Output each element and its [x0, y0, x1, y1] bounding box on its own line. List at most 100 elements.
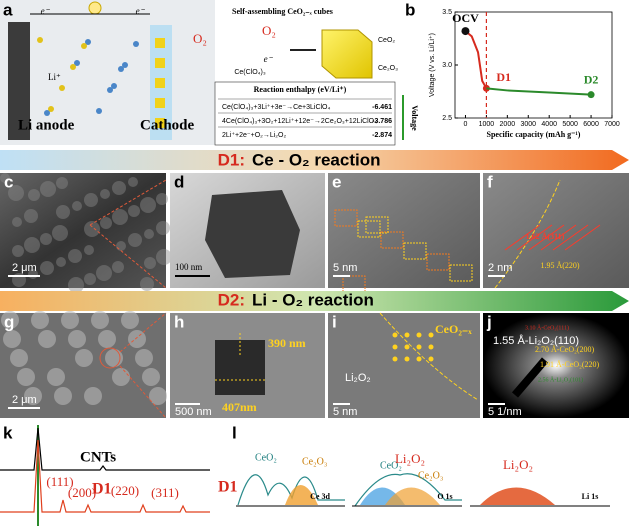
grain [112, 181, 126, 195]
image-panel [483, 313, 629, 418]
cube-icon [155, 78, 165, 88]
grain [8, 185, 24, 201]
label: O₂ [193, 31, 207, 46]
label: 390 nm [268, 336, 306, 350]
ion [81, 43, 87, 49]
grain [128, 177, 138, 187]
ion [37, 37, 43, 43]
beam-stop [511, 357, 549, 398]
label: 0 [464, 121, 468, 128]
grain [116, 241, 126, 251]
label: (220) [111, 483, 139, 498]
particle [61, 311, 79, 329]
label: 1.55 Å-Li₂O₂(110) [493, 334, 579, 347]
grain [156, 221, 170, 235]
atom [404, 344, 410, 350]
ion [133, 41, 139, 47]
label: CeO₂ [378, 37, 395, 44]
label: 2Li⁺+2e⁻+O₂→Li₂O₂ [222, 132, 286, 139]
particle [31, 311, 49, 329]
particle [24, 387, 42, 405]
fringe [540, 224, 577, 251]
label: Specific capacity (mAh g⁻¹) [487, 130, 581, 139]
grain [84, 273, 96, 285]
li-anode [8, 22, 30, 140]
grain [24, 209, 38, 223]
label: 1.91 Å-CeO₂(220) [540, 360, 600, 369]
particle [17, 368, 35, 386]
cube-icon [155, 98, 165, 108]
label: Li₂O₂ [345, 372, 371, 384]
label: (200) [68, 485, 96, 500]
label: i [332, 312, 337, 331]
lattice-box [403, 242, 427, 260]
fringe [564, 224, 601, 251]
ion [107, 87, 113, 93]
label: 1000 [479, 121, 495, 128]
fringe [552, 224, 589, 251]
plot-frame [454, 11, 613, 119]
grain [140, 277, 154, 291]
zoom-line [89, 179, 167, 289]
grain [100, 189, 110, 199]
grain [68, 249, 82, 263]
grain [28, 189, 40, 201]
particle [149, 387, 167, 405]
lattice-box [334, 209, 358, 227]
label: a [3, 0, 13, 19]
grain [112, 261, 124, 273]
particle [135, 349, 153, 367]
image-panel [0, 173, 166, 288]
label: Ce 3d [310, 492, 330, 501]
label: Self-assembling CeO₂₋ₓ cubes [232, 7, 333, 16]
label: CNTs [80, 449, 116, 465]
cube-icon [155, 38, 165, 48]
particle [142, 368, 160, 386]
label: 100 nm [175, 262, 202, 272]
label: e⁻ [264, 54, 274, 64]
label: O₂ [262, 23, 276, 38]
particle [10, 349, 28, 367]
lattice-box [365, 216, 389, 234]
label: CeO₂ [380, 460, 402, 471]
grain [52, 225, 68, 241]
label: Voltage [410, 105, 419, 131]
label: D1 [496, 70, 511, 84]
label: 6000 [583, 121, 599, 128]
label: Reaction enthalpy (eV/Li⁺) [254, 85, 347, 94]
banner-d1 [0, 150, 629, 170]
particle [91, 311, 109, 329]
lattice-box [380, 231, 404, 249]
label: 5 1/nm [488, 406, 522, 418]
atom [416, 344, 422, 350]
grain [40, 233, 52, 245]
label: D1: [218, 150, 245, 169]
lattice-box [449, 264, 473, 282]
grain [144, 257, 156, 269]
label: 3.0 [442, 62, 452, 69]
grain [100, 217, 112, 229]
xrd-cnt [0, 427, 210, 471]
label: d [174, 172, 184, 191]
fit-peak [385, 487, 440, 505]
start-point [461, 27, 470, 36]
atom [404, 356, 410, 362]
grain [40, 181, 56, 197]
label: 4000 [541, 121, 557, 128]
label: Li anode [18, 117, 75, 133]
label: D1 [218, 479, 238, 496]
grain [156, 193, 168, 205]
image-panel [328, 313, 480, 418]
label: -6.461 [372, 104, 392, 111]
atom [416, 332, 422, 338]
grain [72, 201, 82, 211]
label: c [4, 172, 13, 191]
label: Li₂O₂ [503, 457, 533, 472]
label: 5 nm [333, 262, 357, 274]
label: e⁻ [136, 6, 146, 16]
grain [56, 177, 68, 189]
particle [47, 368, 65, 386]
label: 5 nm [333, 406, 357, 418]
particle [75, 349, 93, 367]
